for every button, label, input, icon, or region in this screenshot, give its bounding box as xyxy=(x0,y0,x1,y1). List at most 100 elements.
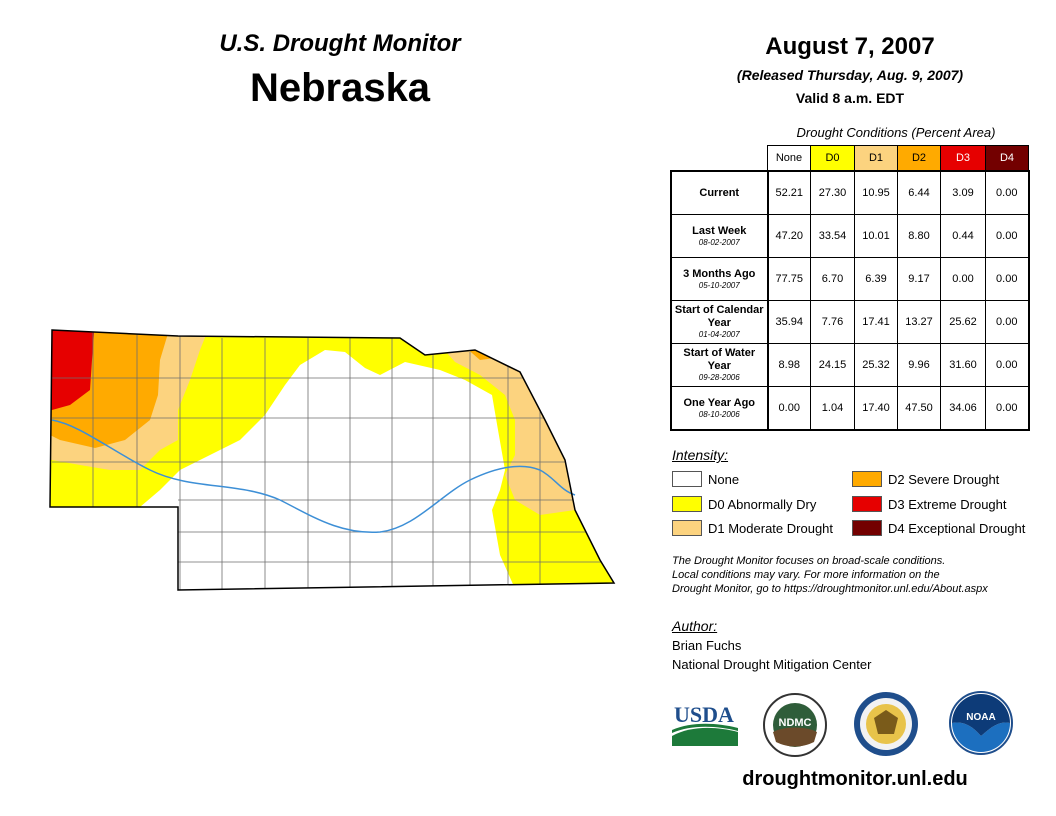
row-label: 3 Months Ago 05-10-2007 xyxy=(670,257,769,301)
legend-item-d3: D3 Extreme Drought xyxy=(852,496,1007,512)
table-cell: 6.70 xyxy=(810,257,855,301)
table-cell: 0.44 xyxy=(940,214,986,258)
legend-label: D0 Abnormally Dry xyxy=(708,496,817,512)
row-date: 08-02-2007 xyxy=(698,237,740,247)
commerce-seal-logo xyxy=(854,692,918,756)
disclaimer-note: The Drought Monitor focuses on broad-sca… xyxy=(672,554,1052,596)
note-line: Local conditions may vary. For more info… xyxy=(672,569,940,581)
table-cell: 8.98 xyxy=(767,343,811,387)
legend-item-d0: D0 Abnormally Dry xyxy=(672,496,816,512)
county-lines xyxy=(52,330,614,590)
intensity-title: Intensity: xyxy=(672,447,729,463)
table-cell: 17.40 xyxy=(854,386,898,431)
row-date: 09-28-2006 xyxy=(698,373,740,382)
table-cell: 35.94 xyxy=(767,300,811,344)
table-cell: 31.60 xyxy=(940,343,986,387)
table-cell: 9.17 xyxy=(897,257,941,301)
ndmc-logo-text: NDMC xyxy=(779,717,812,729)
table-cell: 0.00 xyxy=(940,257,986,301)
legend-swatch xyxy=(672,496,702,512)
row-label-text: Last Week xyxy=(692,224,747,237)
row-label-text: Current xyxy=(699,186,740,199)
table-row: Start of Calendar Year 01-04-2007 35.94 7.7… xyxy=(670,300,1030,344)
note-line: Drought Monitor, go to https://droughtmo… xyxy=(672,583,988,595)
table-cell: 0.00 xyxy=(985,170,1030,215)
table-cell: 0.00 xyxy=(985,214,1030,258)
legend-label: D2 Severe Drought xyxy=(888,471,1000,487)
col-d1: D1 xyxy=(854,145,898,172)
table-cell: 9.96 xyxy=(897,343,941,387)
col-d0: D0 xyxy=(810,145,855,172)
legend-swatch xyxy=(852,520,882,536)
table-row: Start of Water Year 09-28-2006 8.98 24.15 25… xyxy=(670,343,1030,387)
nebraska-drought-map xyxy=(49,329,616,591)
table-cell: 6.44 xyxy=(897,170,941,215)
table-cell: 13.27 xyxy=(897,300,941,344)
table-row: Current 52.21 27.30 10.95 6.44 3.09 0.00 xyxy=(670,170,1030,215)
row-label-text: Start of Calendar Year xyxy=(674,304,764,329)
table-caption: Drought Conditions (Percent Area) xyxy=(796,125,996,140)
legend-item-d4: D4 Exceptional Drought xyxy=(852,520,1025,536)
state-border xyxy=(49,329,616,591)
table-cell: 0.00 xyxy=(767,386,811,431)
table-cell: 6.39 xyxy=(854,257,898,301)
legend-label: None xyxy=(708,471,740,487)
table-cell: 0.00 xyxy=(985,257,1030,301)
release-date: (Released Thursday, Aug. 9, 2007) xyxy=(736,67,964,83)
d3-area xyxy=(50,330,95,410)
row-date: 01-04-2007 xyxy=(698,330,740,339)
note-line: The Drought Monitor focuses on broad-sca… xyxy=(672,555,946,567)
table-cell: 10.01 xyxy=(854,214,898,258)
row-date: 08-10-2006 xyxy=(698,409,740,419)
legend-label: D1 Moderate Drought xyxy=(708,520,834,536)
table-cell: 47.50 xyxy=(897,386,941,431)
table-cell: 27.30 xyxy=(810,170,855,215)
table-row: One Year Ago 08-10-2006 0.00 1.04 17.40 47.50… xyxy=(670,386,1030,431)
table-row: 3 Months Ago 05-10-2007 77.75 6.70 6.39 9.17 0… xyxy=(670,257,1030,301)
legend-swatch xyxy=(852,471,882,487)
row-label-text: One Year Ago xyxy=(683,396,756,409)
map-date: August 7, 2007 xyxy=(765,33,935,60)
row-label: Last Week 08-02-2007 xyxy=(670,214,769,258)
usda-logo-text: USDA xyxy=(674,702,734,727)
author-name: Brian Fuchs xyxy=(672,638,742,653)
row-label: Start of Calendar Year 01-04-2007 xyxy=(670,300,769,344)
legend-item-d1: D1 Moderate Drought xyxy=(672,520,833,536)
legend-swatch xyxy=(672,520,702,536)
table-cell: 34.06 xyxy=(940,386,986,431)
noaa-logo-text: NOAA xyxy=(966,712,995,723)
table-cell: 47.20 xyxy=(767,214,811,258)
table-cell: 0.00 xyxy=(985,300,1030,344)
table-cell: 1.04 xyxy=(810,386,855,431)
table-cell: 0.00 xyxy=(985,386,1030,431)
monitor-title: U.S. Drought Monitor xyxy=(219,30,461,57)
legend-label: D3 Extreme Drought xyxy=(888,496,1007,512)
table-cell: 7.76 xyxy=(810,300,855,344)
d1-area-east xyxy=(440,345,575,515)
noaa-logo: NOAA xyxy=(949,691,1013,755)
legend-swatch xyxy=(672,471,702,487)
table-cell: 10.95 xyxy=(854,170,898,215)
ndmc-logo: NDMC xyxy=(763,693,827,757)
row-label: One Year Ago 08-10-2006 xyxy=(670,386,769,431)
table-cell: 8.80 xyxy=(897,214,941,258)
legend-label: D4 Exceptional Drought xyxy=(888,520,1026,536)
row-date: 05-10-2007 xyxy=(698,280,740,290)
table-cell: 52.21 xyxy=(767,170,811,215)
col-d3: D3 xyxy=(940,145,986,172)
valid-time: Valid 8 a.m. EDT xyxy=(795,90,905,106)
website-link[interactable]: droughtmonitor.unl.edu xyxy=(742,768,968,790)
table-cell: 24.15 xyxy=(810,343,855,387)
state-title: Nebraska xyxy=(249,66,431,110)
platte-river xyxy=(51,419,576,534)
row-label: Current xyxy=(670,170,769,215)
row-label: Start of Water Year 09-28-2006 xyxy=(670,343,769,387)
row-label-text: Start of Water Year xyxy=(683,347,756,372)
legend-swatch xyxy=(852,496,882,512)
col-d2: D2 xyxy=(897,145,941,172)
usda-logo: USDA xyxy=(672,702,738,746)
table-cell: 3.09 xyxy=(940,170,986,215)
table-cell: 25.32 xyxy=(854,343,898,387)
table-cell: 17.41 xyxy=(854,300,898,344)
drought-stats-table: None D0 D1 D2 D3 D4 Current 52.21 27.30 10.… xyxy=(670,145,1030,431)
